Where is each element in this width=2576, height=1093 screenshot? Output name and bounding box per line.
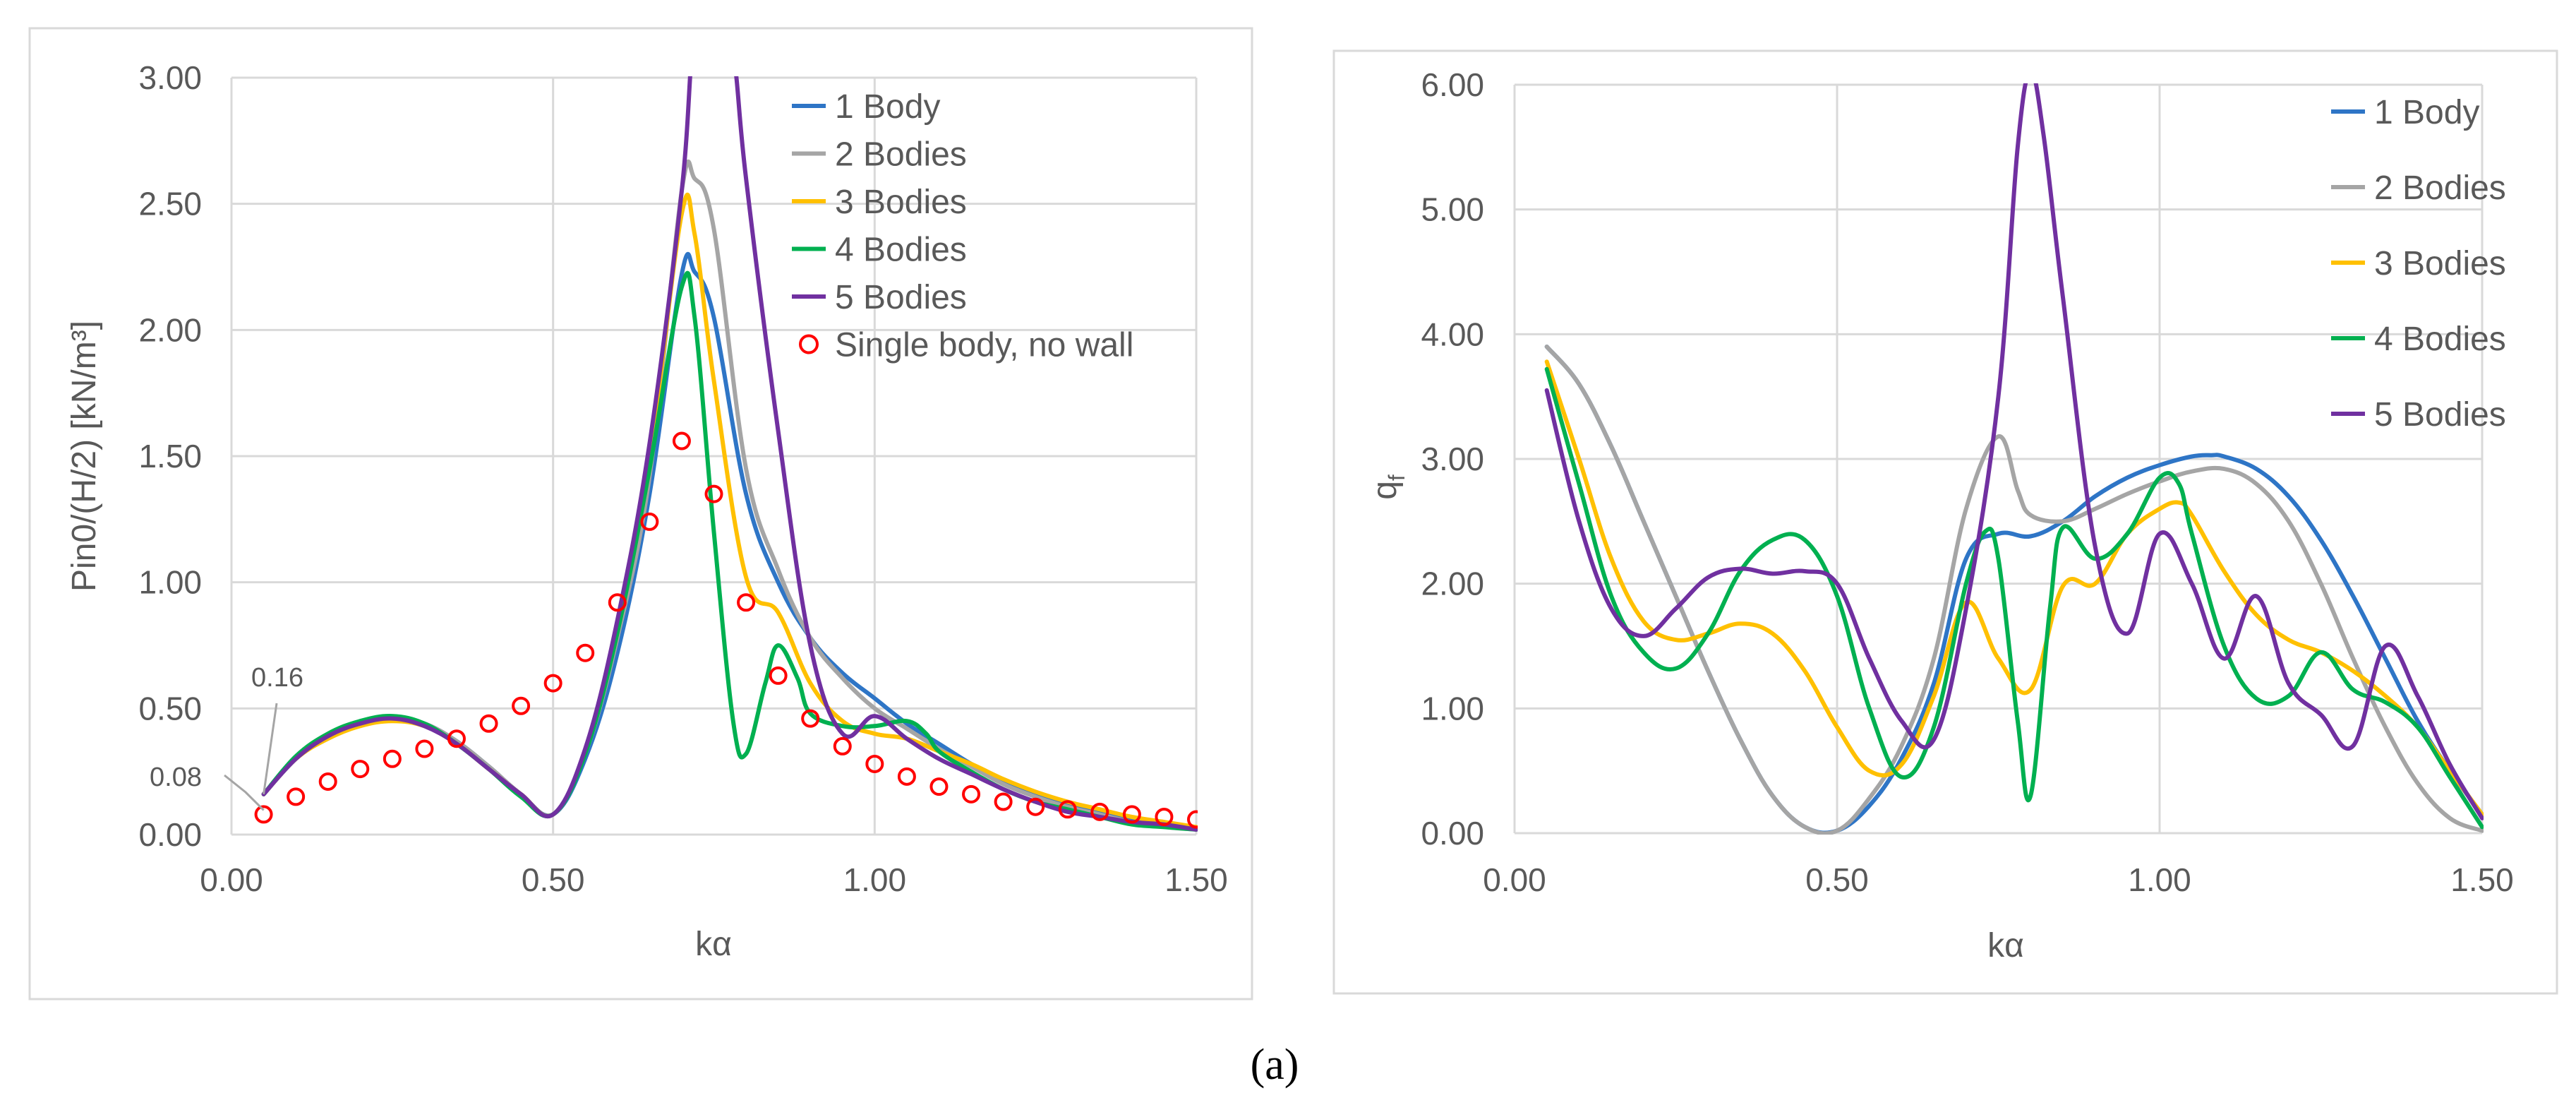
y-tick-label: 2.50 bbox=[138, 186, 202, 222]
data-point-marker bbox=[769, 666, 788, 685]
data-point-marker bbox=[1090, 802, 1109, 821]
x-tick-label: 1.00 bbox=[2128, 861, 2191, 898]
legend-label: 5 Bodies bbox=[2374, 396, 2506, 434]
legend-item: Single body, no wall bbox=[799, 327, 1133, 364]
series-line-5-bodies bbox=[1544, 83, 2484, 820]
series-line-2-bodies bbox=[1544, 345, 2484, 835]
plot-area bbox=[1544, 83, 2484, 835]
y-tick-label: 1.00 bbox=[1421, 690, 1484, 727]
annotation-label: 0.16 bbox=[251, 663, 303, 693]
legend-item: 2 Bodies bbox=[2331, 169, 2506, 207]
y-tick-label: 3.00 bbox=[138, 59, 202, 96]
figure-caption: (a) bbox=[1251, 1041, 1299, 1089]
legend-marker bbox=[799, 334, 819, 354]
y-tick-label: 3.00 bbox=[1421, 441, 1484, 477]
x-tick-label: 0.50 bbox=[1805, 861, 1869, 898]
chart-frame bbox=[1332, 49, 2558, 995]
data-point-marker bbox=[737, 593, 756, 612]
annotation-label: 0.08 bbox=[150, 763, 202, 792]
data-point-marker bbox=[929, 777, 949, 796]
data-point-marker bbox=[543, 674, 562, 693]
data-point-marker bbox=[1122, 805, 1141, 824]
data-point-marker bbox=[383, 749, 402, 768]
legend-label: 5 Bodies bbox=[835, 279, 967, 316]
x-axis-label: kα bbox=[1987, 927, 2024, 964]
y-tick-label: 2.00 bbox=[138, 311, 202, 348]
x-axis-label: kα bbox=[695, 926, 732, 963]
legend-item: 1 Body bbox=[2331, 94, 2479, 131]
legend-label: 3 Bodies bbox=[835, 184, 967, 221]
legend-item: 1 Body bbox=[792, 88, 940, 126]
chart-panel-left: 0.00 0.50 1.00 1.50 2.00 2.50 3.00 0.00 0.50 1.00… bbox=[28, 27, 1253, 1001]
data-point-marker bbox=[1058, 800, 1077, 819]
legend-label: 2 Bodies bbox=[835, 136, 967, 174]
x-tick-label: 1.50 bbox=[2450, 861, 2514, 898]
data-point-marker bbox=[672, 431, 691, 450]
data-point-marker bbox=[576, 643, 595, 662]
y-axis-label: Pin0/(H/2) [kN/m³] bbox=[66, 321, 103, 592]
y-tick-label: 5.00 bbox=[1421, 191, 1484, 228]
x-tick-label: 0.00 bbox=[1483, 861, 1546, 898]
data-point-marker bbox=[608, 593, 627, 612]
plot-area bbox=[254, 76, 1198, 832]
legend-item: 3 Bodies bbox=[2331, 245, 2506, 282]
data-point-marker bbox=[994, 792, 1013, 811]
y-tick-label: 0.00 bbox=[138, 816, 202, 853]
legend: 1 Body 2 Bodies 3 Bodies 4 Bodies 5 Bodies bbox=[2331, 94, 2506, 434]
data-point-marker bbox=[318, 772, 337, 791]
data-point-marker bbox=[1026, 797, 1045, 816]
legend-item: 5 Bodies bbox=[2331, 396, 2506, 434]
legend: 1 Body 2 Bodies 3 Bodies 4 Bodies 5 Bodies Si… bbox=[792, 88, 1133, 364]
x-tick-label: 0.00 bbox=[200, 861, 263, 898]
legend-label: 3 Bodies bbox=[2374, 245, 2506, 282]
legend-label: 1 Body bbox=[2374, 94, 2479, 131]
legend-label: Single body, no wall bbox=[835, 327, 1133, 364]
data-point-marker bbox=[962, 784, 981, 804]
x-tick-label: 1.00 bbox=[843, 861, 907, 898]
legend-item: 3 Bodies bbox=[792, 184, 967, 221]
y-tick-label: 2.00 bbox=[1421, 566, 1484, 602]
data-point-marker bbox=[1187, 810, 1198, 829]
legend-label: 1 Body bbox=[835, 88, 940, 126]
data-point-marker bbox=[479, 714, 498, 733]
data-point-marker bbox=[833, 736, 852, 755]
data-point-marker bbox=[415, 739, 434, 758]
legend-label: 2 Bodies bbox=[2374, 169, 2506, 207]
legend-item: 4 Bodies bbox=[792, 232, 967, 269]
x-tick-label: 0.50 bbox=[522, 861, 585, 898]
legend-item: 2 Bodies bbox=[792, 136, 967, 174]
series-line-3-bodies bbox=[1544, 359, 2484, 817]
y-tick-label: 0.50 bbox=[138, 690, 202, 727]
data-point-marker bbox=[704, 484, 723, 503]
data-point-marker bbox=[287, 787, 306, 806]
y-tick-label: 4.00 bbox=[1421, 316, 1484, 352]
y-axis-label-subscript: f bbox=[1384, 474, 1409, 481]
data-point-marker bbox=[254, 805, 273, 824]
series-line-5-bodies bbox=[261, 76, 1198, 832]
series-single-body-no-wall bbox=[254, 431, 1198, 829]
legend-label: 4 Bodies bbox=[835, 232, 967, 269]
data-point-marker bbox=[865, 754, 884, 773]
data-point-marker bbox=[640, 512, 659, 531]
x-tick-label: 1.50 bbox=[1164, 861, 1228, 898]
legend-label: 4 Bodies bbox=[2374, 321, 2506, 358]
legend-item: 4 Bodies bbox=[2331, 321, 2506, 358]
data-point-marker bbox=[1155, 807, 1174, 826]
legend-item: 5 Bodies bbox=[792, 279, 967, 316]
data-point-marker bbox=[897, 767, 916, 786]
y-tick-label: 0.00 bbox=[1421, 815, 1484, 852]
annotation-leader bbox=[224, 774, 265, 811]
data-point-marker bbox=[801, 709, 820, 728]
y-tick-label: 1.50 bbox=[138, 438, 202, 474]
annotation-leader bbox=[263, 703, 278, 795]
data-point-marker bbox=[351, 760, 370, 779]
data-point-marker bbox=[447, 729, 466, 748]
y-tick-label: 1.00 bbox=[138, 564, 202, 601]
data-point-marker bbox=[512, 696, 531, 715]
y-tick-label: 6.00 bbox=[1421, 66, 1484, 103]
chart-panel-right: 0.00 1.00 2.00 3.00 4.00 5.00 6.00 0.00 0.50 1.00… bbox=[1332, 49, 2558, 995]
series-line-4-bodies bbox=[1544, 366, 2484, 830]
